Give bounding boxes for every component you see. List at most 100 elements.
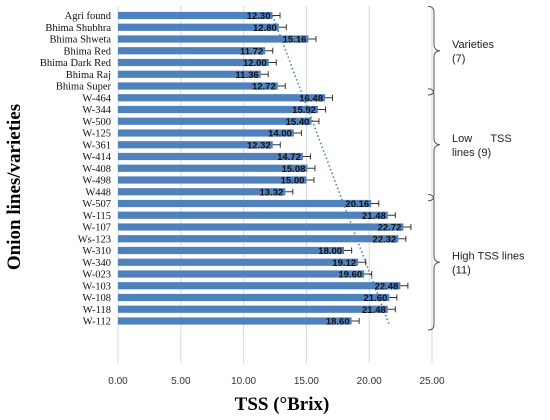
category-label: Bhima Red xyxy=(63,46,111,57)
error-bar xyxy=(307,165,316,172)
bar xyxy=(118,70,261,78)
error-bar xyxy=(387,212,396,219)
bar xyxy=(118,35,309,43)
error-bar xyxy=(371,200,380,207)
value-label: 11.72 xyxy=(240,46,263,57)
bar xyxy=(118,129,294,137)
category-label: W-310 xyxy=(82,246,111,257)
value-label: 15.00 xyxy=(281,176,305,187)
value-label: 22.48 xyxy=(375,281,399,292)
trendline-layer xyxy=(271,15,391,326)
bar xyxy=(118,188,286,196)
error-bar xyxy=(293,130,302,136)
category-label: Bhima Super xyxy=(56,82,112,93)
category-label: W-361 xyxy=(82,140,111,151)
bar xyxy=(118,293,390,302)
value-label: 21.48 xyxy=(362,305,386,316)
category-label: W-498 xyxy=(82,176,111,187)
x-tick-label: 25.00 xyxy=(419,376,444,387)
bar xyxy=(118,246,345,255)
group-brace xyxy=(427,6,441,96)
bar xyxy=(118,58,269,67)
category-label: W-464 xyxy=(82,93,111,104)
error-bar xyxy=(278,24,287,31)
value-label: 19.12 xyxy=(332,258,356,269)
error-bar xyxy=(260,71,269,78)
value-label: 21.60 xyxy=(364,293,388,304)
bar xyxy=(118,11,273,20)
group-label: (11) xyxy=(452,264,471,276)
value-label: 14.72 xyxy=(277,152,301,163)
value-label: 15.40 xyxy=(286,117,310,128)
category-label: W-125 xyxy=(82,129,111,140)
category-label: W-507 xyxy=(82,199,111,210)
value-label: 22.72 xyxy=(378,223,402,234)
error-bar xyxy=(268,59,277,66)
value-label: 15.92 xyxy=(292,105,316,116)
value-label: 19.60 xyxy=(338,270,362,281)
category-label: Bhima Dark Red xyxy=(40,58,112,69)
error-bar xyxy=(265,47,274,54)
group-label: Low TSS xyxy=(452,133,512,145)
bar xyxy=(118,152,303,161)
category-label: Bhima Shubhra xyxy=(45,23,111,34)
bar xyxy=(118,235,399,243)
group-label: High TSS lines xyxy=(452,250,525,262)
bar xyxy=(118,211,388,219)
error-bar xyxy=(387,306,396,313)
error-bar xyxy=(389,294,398,301)
bar xyxy=(118,94,325,102)
value-label: 18.60 xyxy=(326,317,350,328)
x-tick-label: 0.00 xyxy=(108,376,128,387)
bar xyxy=(118,164,308,172)
category-label: W448 xyxy=(85,187,111,198)
bar xyxy=(118,141,273,149)
x-tick-label: 20.00 xyxy=(357,376,382,387)
bar xyxy=(118,82,278,90)
category-label: W-103 xyxy=(82,281,111,292)
value-label: 20.16 xyxy=(345,199,369,210)
error-bar xyxy=(306,177,315,183)
error-bar xyxy=(317,106,326,113)
group-label: (7) xyxy=(452,53,465,65)
bar xyxy=(118,305,388,313)
category-label: W-408 xyxy=(82,164,111,175)
value-label: 11.36 xyxy=(235,70,258,81)
category-label: W-115 xyxy=(83,211,111,222)
bar xyxy=(118,317,352,325)
error-bar xyxy=(272,141,281,148)
error-bar xyxy=(358,259,367,266)
value-label: 14.00 xyxy=(268,129,292,140)
bar xyxy=(118,117,312,125)
value-label: 12.30 xyxy=(247,11,271,22)
category-label: W-107 xyxy=(82,223,111,234)
group-label: lines (9) xyxy=(452,147,491,159)
group-brace xyxy=(427,194,441,331)
x-tick-label: 15.00 xyxy=(294,376,319,387)
bar xyxy=(118,23,279,31)
value-label: 16.48 xyxy=(299,93,323,104)
error-bar xyxy=(272,12,281,19)
value-label: 12.32 xyxy=(247,140,271,151)
value-label: 12.72 xyxy=(252,82,276,93)
group-label: Varieties xyxy=(452,39,494,51)
error-bar xyxy=(277,83,286,89)
error-bar xyxy=(403,224,412,230)
category-label: Bhima Raj xyxy=(66,70,111,81)
value-label: 12.80 xyxy=(253,23,277,34)
bar xyxy=(118,47,266,55)
category-label: W-112 xyxy=(83,317,111,328)
category-label: Ws-123 xyxy=(78,234,111,245)
category-label: W-340 xyxy=(82,258,111,269)
category-label: W-118 xyxy=(83,305,111,316)
value-label: 15.16 xyxy=(283,35,307,46)
group-brace xyxy=(427,88,441,202)
category-label: W-500 xyxy=(82,117,111,128)
x-tick-label: 10.00 xyxy=(231,376,256,387)
error-bar xyxy=(364,271,373,277)
bar xyxy=(118,223,404,231)
bar xyxy=(118,270,365,278)
